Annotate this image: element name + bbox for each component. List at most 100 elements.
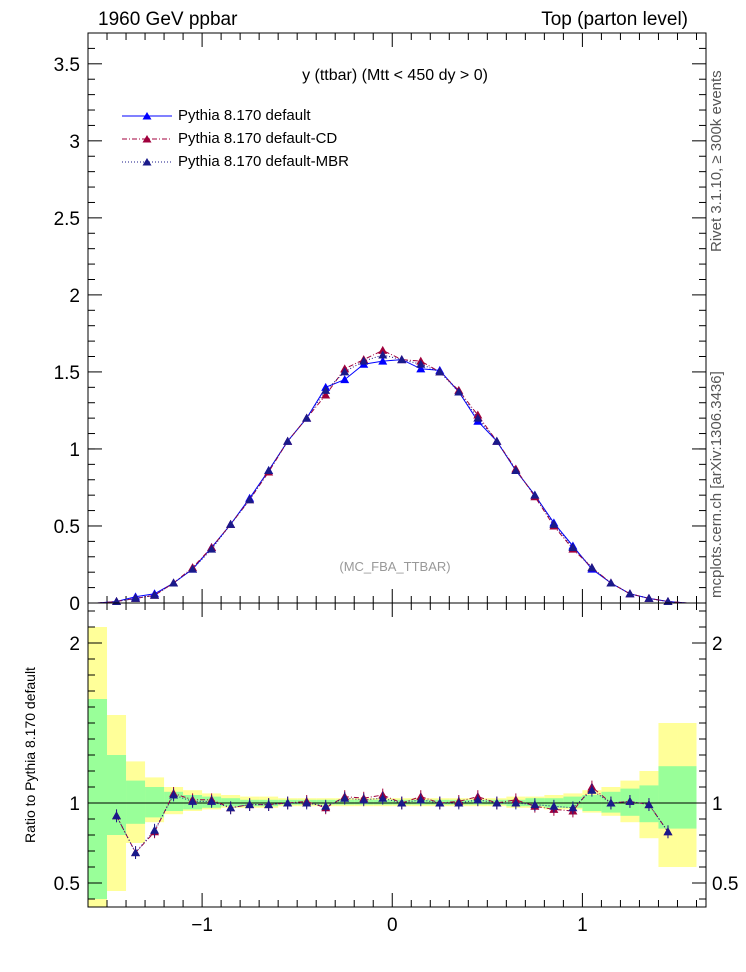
data-point [397, 355, 407, 364]
ratio-point [169, 790, 179, 799]
data-point [435, 367, 445, 376]
data-point [511, 466, 521, 475]
series-line-2 [97, 354, 688, 604]
ratio-point [283, 798, 293, 807]
data-point [606, 578, 616, 587]
ratio-point [663, 827, 673, 836]
ratio-point [511, 798, 521, 807]
y-tick-label: 3 [69, 132, 80, 153]
data-point [169, 578, 179, 587]
legend-label-mbr: Pythia 8.170 default-MBR [178, 153, 349, 170]
data-point [283, 436, 293, 445]
ratio-point [606, 798, 616, 807]
legend-entry-mbr: Pythia 8.170 default-MBR [122, 150, 349, 173]
ratio-y-tick-label-right: 2 [712, 634, 723, 655]
ratio-point [397, 798, 407, 807]
ratio-point [321, 801, 331, 810]
ratio-point [587, 785, 597, 794]
data-point [264, 466, 274, 475]
ratio-point [644, 800, 654, 809]
data-point [150, 590, 160, 599]
data-point [473, 413, 483, 422]
ratio-point [188, 796, 198, 805]
data-point [625, 589, 635, 598]
x-tick-label: −1 [191, 915, 213, 936]
upper-panel: 0 0.5 1 1.5 2 2.5 3 3.5 y (ttbar) (Mtt < 450 dy … [54, 32, 707, 615]
ratio-point [226, 803, 236, 812]
ratio-point [473, 795, 483, 804]
legend: Pythia 8.170 default Pythia 8.170 defaul… [122, 104, 349, 173]
ratio-y-tick-label-right: 0.5 [712, 874, 738, 895]
process-label: Top (parton level) [541, 9, 688, 30]
lower-frame [87, 602, 707, 908]
ratio-band-green [88, 699, 108, 899]
data-point [378, 350, 388, 359]
ratio-point [378, 793, 388, 802]
ratio-band-green [126, 780, 146, 824]
ratio-point [112, 811, 122, 820]
ratio-point [416, 795, 426, 804]
ratio-band-green [145, 787, 165, 818]
ratio-band-green [677, 766, 697, 829]
y-tick-label: 3.5 [54, 55, 80, 76]
legend-label-default: Pythia 8.170 default [178, 107, 311, 124]
analysis-watermark: (MC_FBA_TTBAR) [339, 559, 450, 574]
ratio-point [131, 848, 141, 857]
y-tick-label: 2.5 [54, 209, 80, 230]
ratio-point [340, 793, 350, 802]
ratio-point [150, 825, 160, 834]
data-point [340, 375, 350, 384]
ratio-point [264, 800, 274, 809]
data-point [378, 345, 388, 354]
ratio-point [568, 803, 578, 812]
legend-entry-cd: Pythia 8.170 default-CD [122, 127, 349, 150]
ratio-point [454, 798, 464, 807]
data-point [530, 490, 540, 499]
data-point [321, 390, 331, 399]
data-point [568, 543, 578, 552]
ratio-y-tick-label: 2 [69, 634, 80, 655]
ratio-y-tick-label: 0.5 [54, 874, 80, 895]
data-point [340, 367, 350, 376]
x-tick-label: 0 [387, 915, 398, 936]
y-tick-label: 0 [69, 594, 80, 615]
legend-entry-default: Pythia 8.170 default [122, 104, 349, 127]
ratio-line-0 [116, 786, 669, 854]
x-tick-label: 1 [577, 915, 588, 936]
ratio-point [549, 801, 559, 810]
energy-label: 1960 GeV ppbar [98, 9, 238, 30]
data-point [587, 563, 597, 572]
ratio-point [245, 800, 255, 809]
y-tick-label: 1 [69, 440, 80, 461]
chart-title: y (ttbar) (Mtt < 450 dy > 0) [302, 67, 488, 84]
data-point [644, 593, 654, 602]
data-point [359, 356, 369, 365]
data-point [416, 359, 426, 368]
ratio-point [207, 796, 217, 805]
data-point [188, 564, 198, 573]
data-point [207, 544, 217, 553]
ratio-band-green [107, 755, 127, 835]
legend-swatch-cd [122, 135, 172, 143]
ratio-point [359, 795, 369, 804]
ratio-y-axis-label: Ratio to Pythia 8.170 default [22, 667, 38, 843]
data-point [454, 387, 464, 396]
legend-swatch-default [122, 112, 172, 120]
data-point [131, 593, 141, 602]
ratio-point [302, 798, 312, 807]
data-point [245, 495, 255, 504]
data-point [378, 356, 388, 365]
data-point [226, 519, 236, 528]
ratio-point [625, 796, 635, 805]
data-point [549, 519, 559, 528]
y-tick-label: 0.5 [54, 517, 80, 538]
data-point [302, 413, 312, 422]
ratio-point [492, 798, 502, 807]
legend-swatch-mbr [122, 158, 172, 166]
ratio-point [435, 798, 445, 807]
ratio-panel: −1 0 1 0.5 0.5 1 1 2 2 Ratio to Pythia 8.170 defa… [22, 602, 738, 936]
ratio-y-tick-label-right: 1 [712, 794, 723, 815]
y-tick-label: 2 [69, 286, 80, 307]
